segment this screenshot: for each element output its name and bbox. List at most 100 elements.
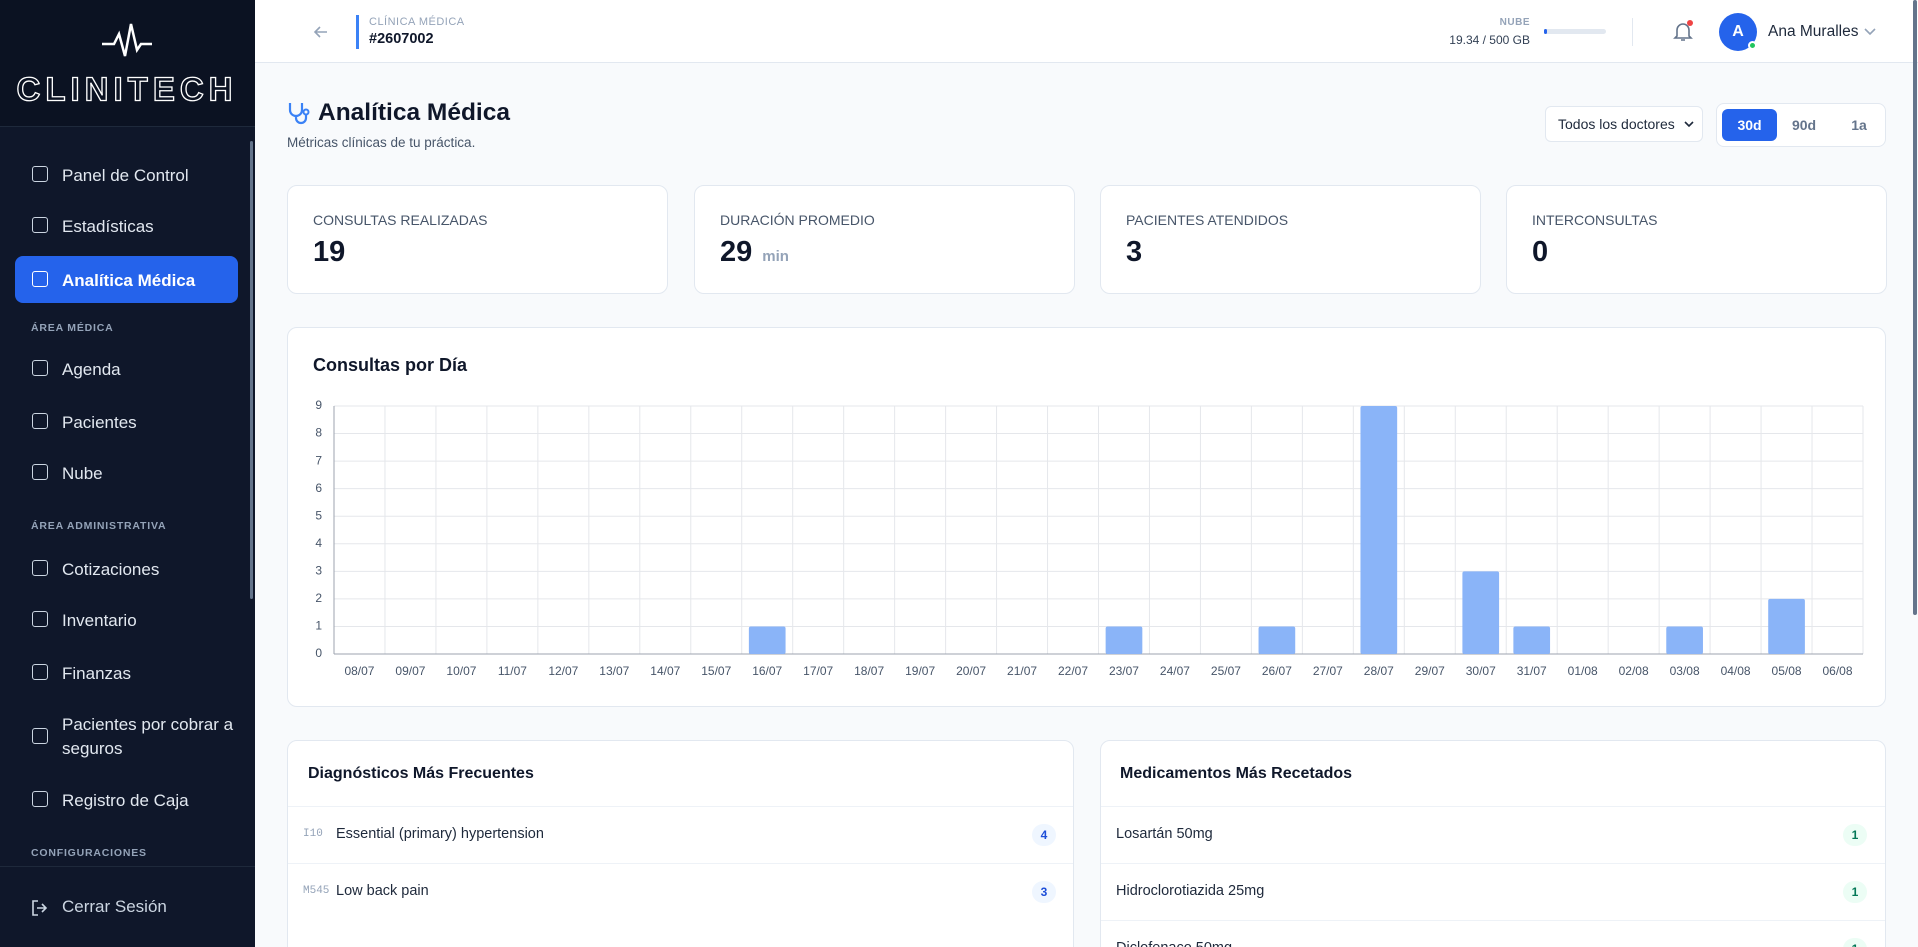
nav-item[interactable]: Finanzas bbox=[62, 664, 131, 683]
x-tick-label: 25/07 bbox=[1211, 664, 1241, 678]
nav-item[interactable]: Cotizaciones bbox=[62, 560, 160, 579]
y-tick-label: 2 bbox=[315, 591, 322, 605]
nav-item[interactable]: Pacientes bbox=[62, 413, 137, 432]
x-tick-label: 31/07 bbox=[1517, 664, 1547, 678]
doctor-filter[interactable]: Todos los doctores bbox=[1545, 106, 1703, 142]
y-tick-label: 6 bbox=[315, 481, 322, 495]
x-tick-label: 29/07 bbox=[1415, 664, 1445, 678]
nav-item[interactable]: Analítica Médica bbox=[62, 271, 196, 290]
stat-unit: min bbox=[762, 248, 789, 265]
stat-value: 19 bbox=[313, 236, 346, 268]
nav-item[interactable]: Pacientes por cobrar a seguros bbox=[62, 715, 234, 758]
page-title: Analítica Médica bbox=[318, 99, 510, 126]
y-tick-label: 8 bbox=[315, 426, 322, 440]
nav-item[interactable]: Nube bbox=[62, 464, 103, 483]
stat-value-row: 3 bbox=[1126, 236, 1142, 269]
org-id: #2607002 bbox=[369, 31, 434, 47]
divider bbox=[1632, 18, 1633, 46]
bar bbox=[1768, 598, 1805, 654]
x-tick-label: 01/08 bbox=[1568, 664, 1598, 678]
item-count: 4 bbox=[1032, 824, 1056, 846]
x-tick-label: 18/07 bbox=[854, 664, 884, 678]
nav-item[interactable]: Registro de Caja bbox=[62, 791, 189, 810]
stat-value: 29 bbox=[720, 236, 753, 268]
chart-title: Consultas por Día bbox=[313, 355, 468, 375]
item-code: M545 bbox=[303, 885, 330, 897]
sidebar: CLINITECH Panel de Control Estadísticas An… bbox=[0, 0, 255, 947]
nav-icon bbox=[32, 464, 48, 480]
divider bbox=[1101, 920, 1885, 921]
medications-card: Medicamentos Más Recetados Losartán 50mg… bbox=[1100, 740, 1886, 947]
stat-value: 3 bbox=[1126, 236, 1143, 268]
nav-heading: ÁREA MÉDICA bbox=[31, 322, 114, 334]
bar bbox=[1360, 406, 1398, 654]
sidebar-scrollbar bbox=[250, 141, 253, 599]
x-tick-label: 23/07 bbox=[1109, 664, 1139, 678]
x-tick-label: 27/07 bbox=[1313, 664, 1343, 678]
logout[interactable]: Cerrar Sesión bbox=[62, 897, 167, 916]
nav-icon bbox=[32, 271, 48, 287]
status-dot bbox=[1748, 41, 1757, 50]
bar bbox=[1666, 626, 1703, 654]
x-tick-label: 26/07 bbox=[1262, 664, 1292, 678]
stat-label: CONSULTAS REALIZADAS bbox=[313, 212, 488, 228]
user-name[interactable]: Ana Muralles bbox=[1768, 23, 1859, 40]
y-tick-label: 0 bbox=[315, 646, 322, 660]
diagnoses-card: Diagnósticos Más Frecuentes I10 Essential… bbox=[287, 740, 1074, 947]
bar bbox=[1462, 571, 1500, 654]
x-tick-label: 03/08 bbox=[1670, 664, 1700, 678]
nav-active-bg bbox=[15, 256, 238, 303]
page-scrollbar bbox=[1913, 0, 1917, 615]
nav-item[interactable]: Estadísticas bbox=[62, 217, 154, 236]
x-tick-label: 17/07 bbox=[803, 664, 833, 678]
range-button[interactable]: 90d bbox=[1791, 117, 1817, 133]
x-tick-label: 16/07 bbox=[752, 664, 782, 678]
x-tick-label: 08/07 bbox=[344, 664, 374, 678]
storage-label: NUBE bbox=[1499, 17, 1530, 28]
nav-heading: CONFIGURACIONES bbox=[31, 847, 147, 859]
x-tick-label: 15/07 bbox=[701, 664, 731, 678]
x-tick-label: 30/07 bbox=[1466, 664, 1496, 678]
stat-value: 0 bbox=[1532, 236, 1549, 268]
logo-area: CLINITECH bbox=[0, 0, 255, 127]
stat-card: DURACIÓN PROMEDIO 29 min bbox=[694, 185, 1075, 294]
range-button[interactable]: 30d bbox=[1722, 109, 1777, 141]
stat-card: CONSULTAS REALIZADAS 19 bbox=[287, 185, 668, 294]
item-count: 3 bbox=[1032, 881, 1056, 903]
back-button[interactable] bbox=[311, 22, 331, 42]
user-menu-chevron[interactable] bbox=[1863, 26, 1877, 38]
nav-item[interactable]: Inventario bbox=[62, 611, 137, 630]
nav-icon bbox=[32, 728, 48, 744]
bar bbox=[1105, 626, 1143, 654]
stat-card: INTERCONSULTAS 0 bbox=[1506, 185, 1887, 294]
x-tick-label: 13/07 bbox=[599, 664, 629, 678]
chart: Consultas por Día 0 1 2 3 4 5 6 7 8 9 08/07 09/07 10… bbox=[313, 355, 1864, 678]
nav-icon bbox=[32, 560, 48, 576]
y-tick-label: 4 bbox=[315, 536, 322, 550]
x-tick-label: 21/07 bbox=[1007, 664, 1037, 678]
logo-icon bbox=[102, 23, 152, 57]
notifications[interactable] bbox=[1671, 20, 1695, 44]
stat-value-row: 19 bbox=[313, 236, 345, 269]
nav-item[interactable]: Panel de Control bbox=[62, 166, 189, 185]
nav-item[interactable]: Agenda bbox=[62, 360, 121, 379]
y-tick-label: 1 bbox=[315, 619, 322, 633]
item-name: Low back pain bbox=[336, 883, 429, 899]
x-tick-label: 28/07 bbox=[1364, 664, 1394, 678]
y-tick-label: 5 bbox=[315, 508, 322, 522]
item-name: Hidroclorotiazida 25mg bbox=[1116, 883, 1265, 899]
nav-icon bbox=[32, 413, 48, 429]
nav-icon bbox=[32, 611, 48, 627]
x-tick-label: 11/07 bbox=[498, 664, 527, 678]
nav-icon bbox=[32, 166, 48, 182]
divider bbox=[1101, 806, 1885, 807]
page-subtitle: Métricas clínicas de tu práctica. bbox=[287, 135, 476, 150]
stat-card: PACIENTES ATENDIDOS 3 bbox=[1100, 185, 1481, 294]
x-tick-label: 05/08 bbox=[1772, 664, 1802, 678]
nav-heading: ÁREA ADMINISTRATIVA bbox=[31, 520, 167, 532]
storage-bar bbox=[1544, 29, 1606, 34]
doctor-filter-text: Todos los doctores bbox=[1558, 116, 1675, 132]
x-tick-label: 04/08 bbox=[1721, 664, 1751, 678]
range-button[interactable]: 1a bbox=[1851, 117, 1867, 133]
